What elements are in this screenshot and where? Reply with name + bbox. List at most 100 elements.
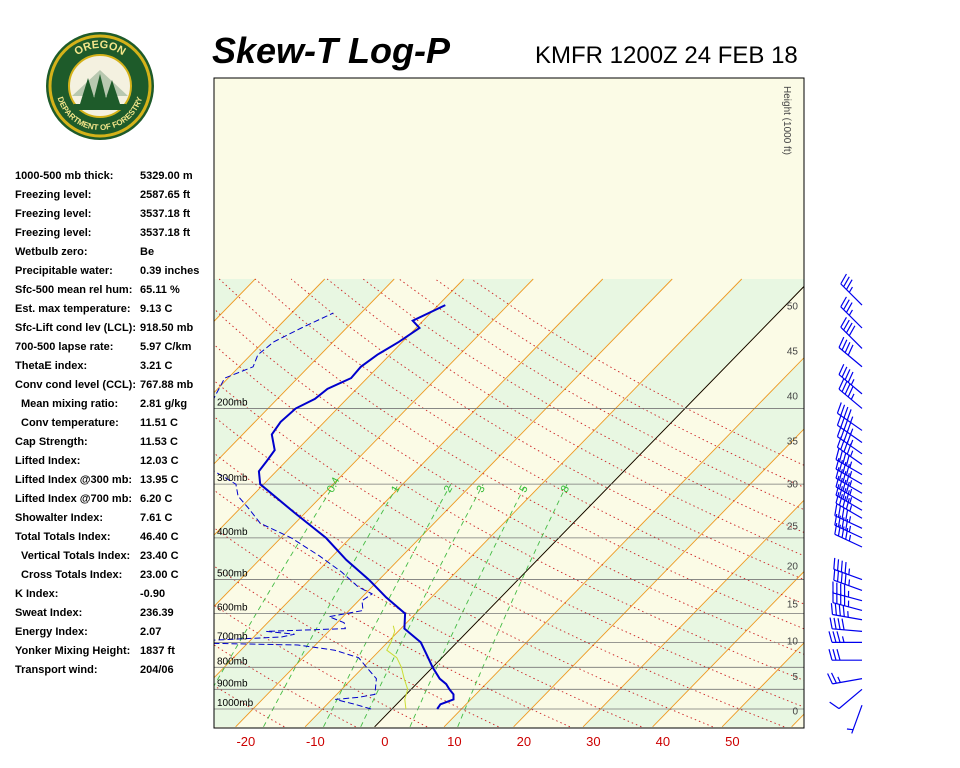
stat-value: Be xyxy=(140,246,155,258)
isotherm-line xyxy=(0,279,186,727)
isobar-label: 500mb xyxy=(217,569,248,580)
height-tick-label: 30 xyxy=(787,480,799,491)
height-tick-label: 15 xyxy=(787,600,799,611)
wind-barb-feather xyxy=(844,561,847,574)
wind-barb-shaft xyxy=(834,524,863,539)
isotherm-line xyxy=(214,278,465,536)
wind-barb-feather xyxy=(834,504,838,516)
stat-value: 5.97 C/km xyxy=(140,341,192,353)
mixing-ratio-label: 5 xyxy=(517,484,530,495)
wind-barb-feather xyxy=(840,416,846,428)
stat-row: Energy Index: 2.07 xyxy=(15,624,215,643)
stat-row: Mean mixing ratio: 2.81 g/kg xyxy=(15,396,215,415)
wind-barb-half-feather xyxy=(848,534,852,542)
wind-barb-feather xyxy=(833,557,836,570)
stat-row: ThetaE index: 3.21 C xyxy=(15,358,215,377)
wind-barb-shaft xyxy=(832,628,863,633)
stat-label: Cross Totals Index: xyxy=(21,569,123,581)
stat-label: Showalter Index: xyxy=(15,512,104,524)
dry-adiabat xyxy=(214,415,785,728)
height-tick-label: 25 xyxy=(787,521,799,532)
stat-row: Precipitable water: 0.39 inches xyxy=(15,263,215,282)
isotherm-line xyxy=(214,278,534,608)
wind-barb-half-feather xyxy=(850,393,855,400)
wind-barb-feather xyxy=(845,498,850,510)
wind-barb-shaft xyxy=(837,446,863,465)
stat-row: 700-500 lapse rate: 5.97 C/km xyxy=(15,339,215,358)
wind-barb-shaft xyxy=(835,468,863,485)
wind-barb-feather xyxy=(844,369,851,380)
stat-row: Sfc-500 mean rel hum: 65.11 % xyxy=(15,282,215,301)
wind-barb-feather xyxy=(841,366,848,378)
wind-barb xyxy=(835,492,863,519)
height-tick-label: 40 xyxy=(787,391,799,402)
wind-barb-feather xyxy=(841,381,848,392)
isotherm-line xyxy=(443,357,804,728)
wind-barb-shaft xyxy=(838,688,863,710)
dry-adiabat xyxy=(214,527,571,728)
height-tick-label: 0 xyxy=(792,706,798,717)
wind-barb-half-feather xyxy=(848,309,853,316)
wind-barb-shaft xyxy=(838,388,863,409)
wind-barb-feather xyxy=(832,649,837,661)
stat-value: 204/06 xyxy=(140,664,174,676)
stat-row: Vertical Totals Index: 23.40 C xyxy=(15,548,215,567)
stat-label: 1000-500 mb thick: xyxy=(15,170,114,182)
wind-barb-feather xyxy=(841,618,845,630)
dewpoint-profile xyxy=(214,312,377,710)
stat-label: Sfc-500 mean rel hum: xyxy=(15,284,133,296)
wind-barb xyxy=(846,705,863,734)
wind-barb-half-feather xyxy=(848,286,853,293)
dry-adiabat xyxy=(0,279,213,727)
wind-barb-half-feather xyxy=(849,471,853,478)
stat-label: Sfc-Lift cond lev (LCL): xyxy=(15,322,136,334)
stat-row: Wetbulb zero: Be xyxy=(15,244,215,263)
wind-barb-feather xyxy=(847,386,854,398)
stat-label: 700-500 lapse rate: xyxy=(15,341,114,353)
wind-barb-feather xyxy=(845,528,849,540)
isobar-label: 1000mb xyxy=(217,698,254,709)
isotherm-line xyxy=(0,279,47,727)
isobar-label: 300mb xyxy=(217,473,248,484)
stat-value: 3537.18 ft xyxy=(140,208,191,220)
temperature-tick-label: 40 xyxy=(656,734,670,749)
isotherm-line xyxy=(652,570,804,728)
isotherm-line xyxy=(214,278,604,679)
wind-barb xyxy=(836,414,863,443)
temperature-band xyxy=(861,279,960,727)
wind-barb-half-feather xyxy=(841,636,845,643)
stat-value: 767.88 mb xyxy=(140,379,194,391)
stat-row: K Index: -0.90 xyxy=(15,586,215,605)
wind-barb-feather xyxy=(845,322,853,334)
stat-label: Conv temperature: xyxy=(21,417,119,429)
wind-barb-half-feather xyxy=(849,480,853,487)
wind-barb-feather xyxy=(837,618,841,630)
wind-barb-feather xyxy=(845,463,850,476)
wind-barb-feather xyxy=(841,526,845,538)
wind-barb-feather xyxy=(843,276,850,288)
stat-row: Conv temperature: 11.51 C xyxy=(15,415,215,434)
wind-barb-feather xyxy=(834,522,838,535)
stat-label: Yonker Mixing Height: xyxy=(15,645,131,657)
wind-barb-shaft xyxy=(834,533,863,548)
stat-value: 3.21 C xyxy=(140,360,173,372)
stat-label: K Index: xyxy=(15,588,59,600)
stat-row: Lifted Index @700 mb: 6.20 C xyxy=(15,491,215,510)
isobar-label: 600mb xyxy=(217,603,248,614)
wind-barb xyxy=(838,363,863,395)
wind-barb-feather xyxy=(835,467,840,479)
isobar-label: 400mb xyxy=(217,527,248,538)
stat-value: 2.07 xyxy=(140,626,162,638)
height-tick-label: 45 xyxy=(787,347,799,358)
wind-barb-feather xyxy=(842,452,847,464)
height-axis-label: Height (1000 ft) xyxy=(781,86,792,155)
wind-barb-feather xyxy=(842,488,847,500)
mixing-ratio-label: 1 xyxy=(389,484,402,495)
stat-row: Sfc-Lift cond lev (LCL): 918.50 mb xyxy=(15,320,215,339)
stat-label: Lifted Index @300 mb: xyxy=(15,474,133,486)
wind-barb-feather xyxy=(838,336,845,348)
dry-adiabat xyxy=(0,279,70,727)
wind-barb-feather xyxy=(840,316,847,328)
wind-barb-half-feather xyxy=(848,568,851,575)
wind-barb-shaft xyxy=(837,412,863,431)
